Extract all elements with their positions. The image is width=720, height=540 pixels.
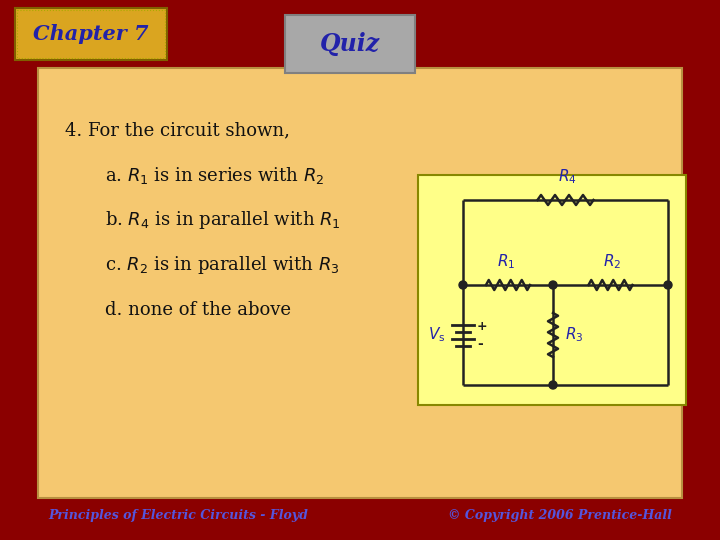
Bar — [17, 10, 165, 58]
Circle shape — [549, 281, 557, 289]
Circle shape — [459, 281, 467, 289]
Text: $V_{\rm s}$: $V_{\rm s}$ — [428, 326, 445, 345]
Text: Quiz: Quiz — [320, 32, 380, 56]
Bar — [418, 175, 686, 405]
Text: © Copyright 2006 Prentice-Hall: © Copyright 2006 Prentice-Hall — [448, 509, 672, 522]
Text: $R_2$: $R_2$ — [603, 252, 621, 271]
Circle shape — [549, 381, 557, 389]
Text: +: + — [477, 321, 487, 334]
Text: c. $R_2$ is in parallel with $R_3$: c. $R_2$ is in parallel with $R_3$ — [105, 254, 339, 276]
Text: $R_4$: $R_4$ — [558, 167, 577, 186]
Text: Principles of Electric Circuits - Floyd: Principles of Electric Circuits - Floyd — [48, 509, 308, 522]
Text: b. $R_4$ is in parallel with $R_1$: b. $R_4$ is in parallel with $R_1$ — [105, 209, 341, 231]
Bar — [15, 8, 167, 60]
Text: Chapter 7: Chapter 7 — [33, 24, 149, 44]
Text: $R_1$: $R_1$ — [497, 252, 515, 271]
Circle shape — [664, 281, 672, 289]
Text: $R_3$: $R_3$ — [565, 326, 583, 345]
Text: d. none of the above: d. none of the above — [105, 301, 291, 319]
Bar — [285, 15, 415, 73]
Text: -: - — [477, 337, 482, 351]
Text: 4. For the circuit shown,: 4. For the circuit shown, — [65, 121, 290, 139]
Bar — [38, 68, 682, 498]
Text: a. $R_1$ is in series with $R_2$: a. $R_1$ is in series with $R_2$ — [105, 165, 325, 186]
